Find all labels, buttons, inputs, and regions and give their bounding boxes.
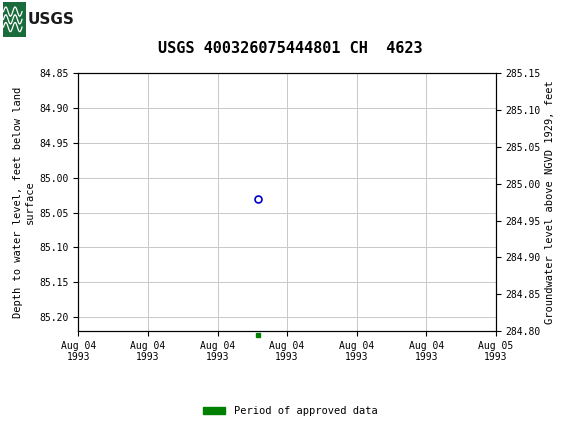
Legend: Period of approved data: Period of approved data: [198, 402, 382, 421]
Y-axis label: Groundwater level above NGVD 1929, feet: Groundwater level above NGVD 1929, feet: [545, 80, 555, 324]
Y-axis label: Depth to water level, feet below land
surface: Depth to water level, feet below land su…: [13, 86, 35, 318]
Text: USGS 400326075444801 CH  4623: USGS 400326075444801 CH 4623: [158, 41, 422, 56]
Bar: [3, 2, 26, 37]
Bar: [3, 2, 70, 37]
Text: USGS: USGS: [28, 12, 75, 27]
